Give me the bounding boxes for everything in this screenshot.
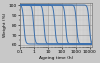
X-axis label: Ageing time (h): Ageing time (h)	[39, 56, 73, 60]
Y-axis label: Weight (%): Weight (%)	[4, 13, 8, 37]
